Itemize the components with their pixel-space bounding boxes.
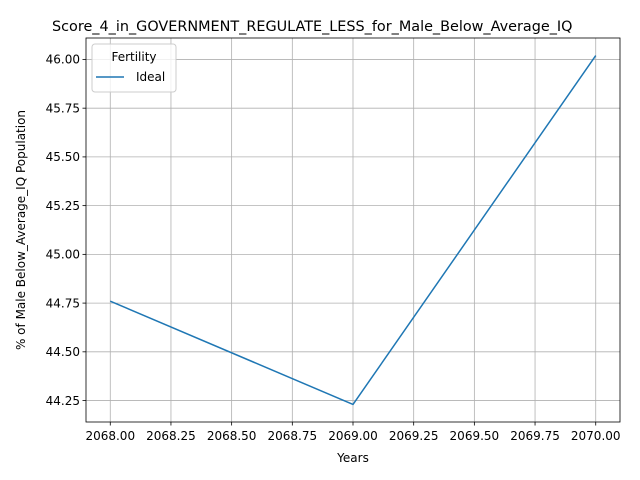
y-tick-label: 45.75 (46, 101, 80, 115)
y-tick-label: 45.25 (46, 199, 80, 213)
y-tick-label: 46.00 (46, 53, 80, 67)
y-tick-label: 45.50 (46, 150, 80, 164)
legend-box (91, 43, 177, 93)
plot-area (109, 55, 597, 406)
y-axis-ticks: 44.25 44.50 44.75 45.00 45.25 45.50 45.75 46.00 (46, 53, 86, 408)
x-tick-label: 2068.50 (207, 429, 257, 443)
x-tick-label: 2068.75 (268, 429, 318, 443)
x-tick-label: 2068.25 (146, 429, 196, 443)
chart-title: Score_4_in_GOVERNMENT_REGULATE_LESS_for_… (52, 19, 572, 35)
x-tick-label: 2070.00 (571, 429, 621, 443)
y-tick-label: 44.25 (46, 394, 80, 408)
legend: Fertility Ideal (91, 43, 177, 93)
y-tick-label: 44.75 (46, 296, 80, 310)
series-line-ideal (109, 55, 597, 406)
x-tick-label: 2068.00 (85, 429, 135, 443)
legend-label-ideal: Ideal (136, 70, 165, 84)
x-axis-label: Years (336, 451, 369, 465)
y-tick-label: 45.00 (46, 248, 80, 262)
x-tick-label: 2069.25 (389, 429, 439, 443)
y-tick-label: 44.50 (46, 345, 80, 359)
y-axis-label: % of Male Below_Average_IQ Population (14, 110, 28, 350)
x-tick-label: 2069.75 (510, 429, 560, 443)
x-tick-label: 2069.00 (328, 429, 378, 443)
x-tick-label: 2069.50 (450, 429, 500, 443)
legend-title: Fertility (111, 50, 156, 64)
x-axis-ticks: 2068.00 2068.25 2068.50 2068.75 2069.00 2069.… (85, 422, 621, 443)
grid-lines (86, 38, 620, 422)
